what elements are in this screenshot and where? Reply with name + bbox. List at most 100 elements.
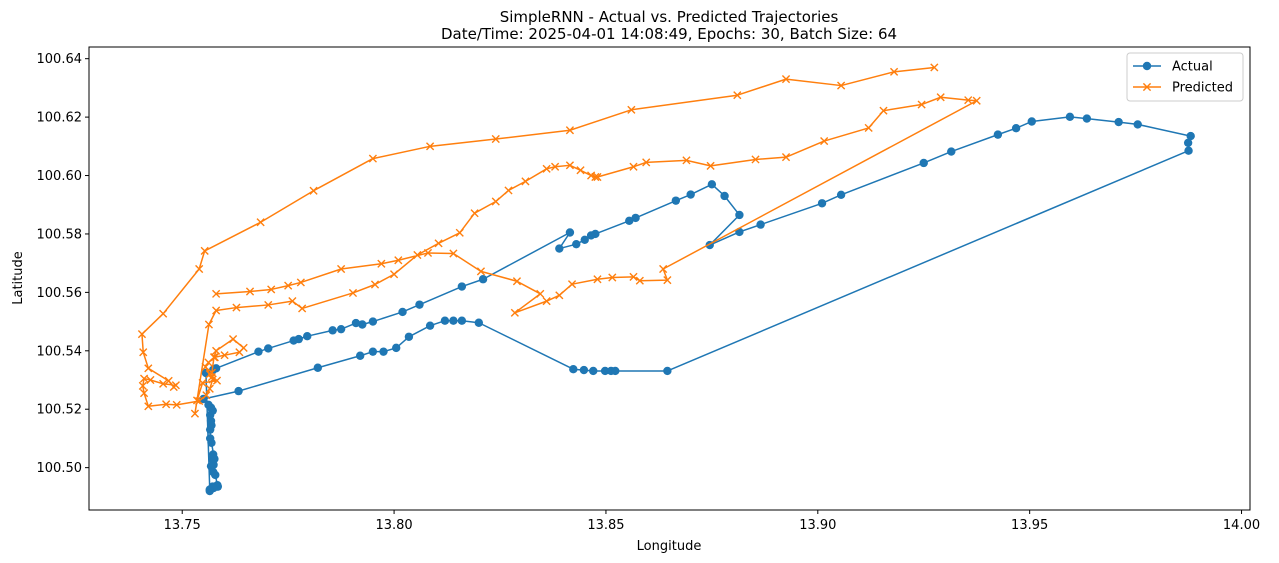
x-tick-label: 13.95 [1011,518,1048,533]
legend-marker-x [1142,82,1152,92]
data-point-predicted [195,396,204,406]
data-point-predicted [864,123,873,133]
data-point-actual [1133,120,1142,129]
data-point-predicted [504,186,513,195]
data-point-actual [210,454,219,464]
data-point-predicted [576,166,585,175]
data-point-actual [392,343,401,353]
data-point-actual [580,235,589,244]
data-point-predicted [267,285,276,294]
data-point-predicted [889,67,899,76]
data-point-predicted [593,275,602,284]
data-point-predicted [591,172,600,182]
x-tick-label: 13.75 [164,518,201,533]
data-point-predicted [232,303,241,312]
data-point-predicted [146,375,155,385]
data-point-predicted [930,63,939,72]
data-point-actual [836,190,846,200]
data-point-predicted [159,309,168,318]
data-point-actual [1186,131,1195,141]
data-point-actual [586,231,596,240]
data-point-actual [205,486,214,496]
data-point-actual [351,318,361,328]
data-point-actual [1114,117,1123,127]
data-point-predicted [172,400,181,409]
data-point-predicted [212,306,221,315]
data-point-predicted [264,300,273,310]
series-predicted [137,63,981,418]
data-point-actual [625,216,634,226]
data-point-actual [600,366,610,376]
data-point-actual [1065,112,1075,122]
data-point-actual [457,282,467,291]
data-point-actual [204,400,213,410]
data-point-predicted [567,280,577,289]
data-point-predicted [476,267,486,276]
legend-item-predicted: Predicted [1133,81,1233,96]
data-point-predicted [202,391,211,400]
data-point-predicted [139,389,149,398]
data-point-actual [457,316,467,325]
plot-frame [88,46,1251,511]
data-point-predicted [389,270,399,279]
data-point-actual [440,316,450,325]
data-point-predicted [629,162,638,171]
data-point-predicted [144,364,153,373]
y-tick-label: 100.50 [37,461,83,476]
data-point-predicted [144,402,153,411]
data-point-predicted [220,351,229,360]
data-point-actual [474,318,484,327]
data-point-predicted [139,374,149,383]
y-tick-label: 100.56 [37,286,83,301]
data-point-predicted [195,264,204,274]
data-point-predicted [212,346,221,355]
data-point-actual [415,300,424,309]
data-point-predicted [423,248,433,258]
data-point-predicted [565,126,575,135]
data-point-predicted [491,197,500,206]
data-point-actual [1183,138,1193,148]
data-point-predicted [228,335,238,344]
legend-item-actual: Actual [1133,60,1213,75]
data-point-predicted [204,358,213,367]
data-point-actual [234,386,243,396]
data-point-predicted [629,272,638,281]
data-point-predicted [200,246,209,255]
data-point-predicted [551,162,560,171]
legend-box [1126,52,1244,102]
data-point-predicted [426,142,435,151]
data-point-actual [663,366,672,376]
data-point-predicted [138,381,147,390]
data-point-predicted [733,91,742,100]
data-point-predicted [781,75,791,84]
y-tick-label: 100.52 [37,403,83,418]
data-point-actual [1027,117,1036,126]
legend-marker-circle [1142,61,1152,71]
data-point-actual [478,275,488,284]
data-point-predicted [212,376,222,385]
data-point-actual [336,324,346,334]
x-axis-ticks: 13.75 13.80 13.85 13.90 13.95 14.00 [164,510,1260,533]
data-point-actual [313,363,323,372]
data-point-predicted [298,304,307,313]
series-actual [199,112,1195,496]
data-point-predicted [542,164,551,173]
data-point-actual [303,331,312,341]
data-point-actual [254,347,263,356]
data-point-predicted [642,158,651,167]
y-axis-ticks: 100.50 100.52 100.54 100.56 100.58 100.60 100.… [37,52,89,476]
data-point-predicted [593,172,602,182]
data-point-actual [425,321,435,330]
data-point-predicted [627,105,636,114]
data-point-predicted [512,277,522,286]
x-tick-label: 14.00 [1223,518,1260,533]
data-point-actual [264,344,273,353]
data-point-predicted [210,353,219,362]
data-point-predicted [192,396,202,405]
data-point-predicted [555,291,564,300]
y-tick-label: 100.54 [37,344,83,359]
data-point-predicted [171,381,180,390]
data-point-predicted [394,256,403,265]
data-point-predicted [565,161,575,170]
data-point-predicted [212,289,221,298]
